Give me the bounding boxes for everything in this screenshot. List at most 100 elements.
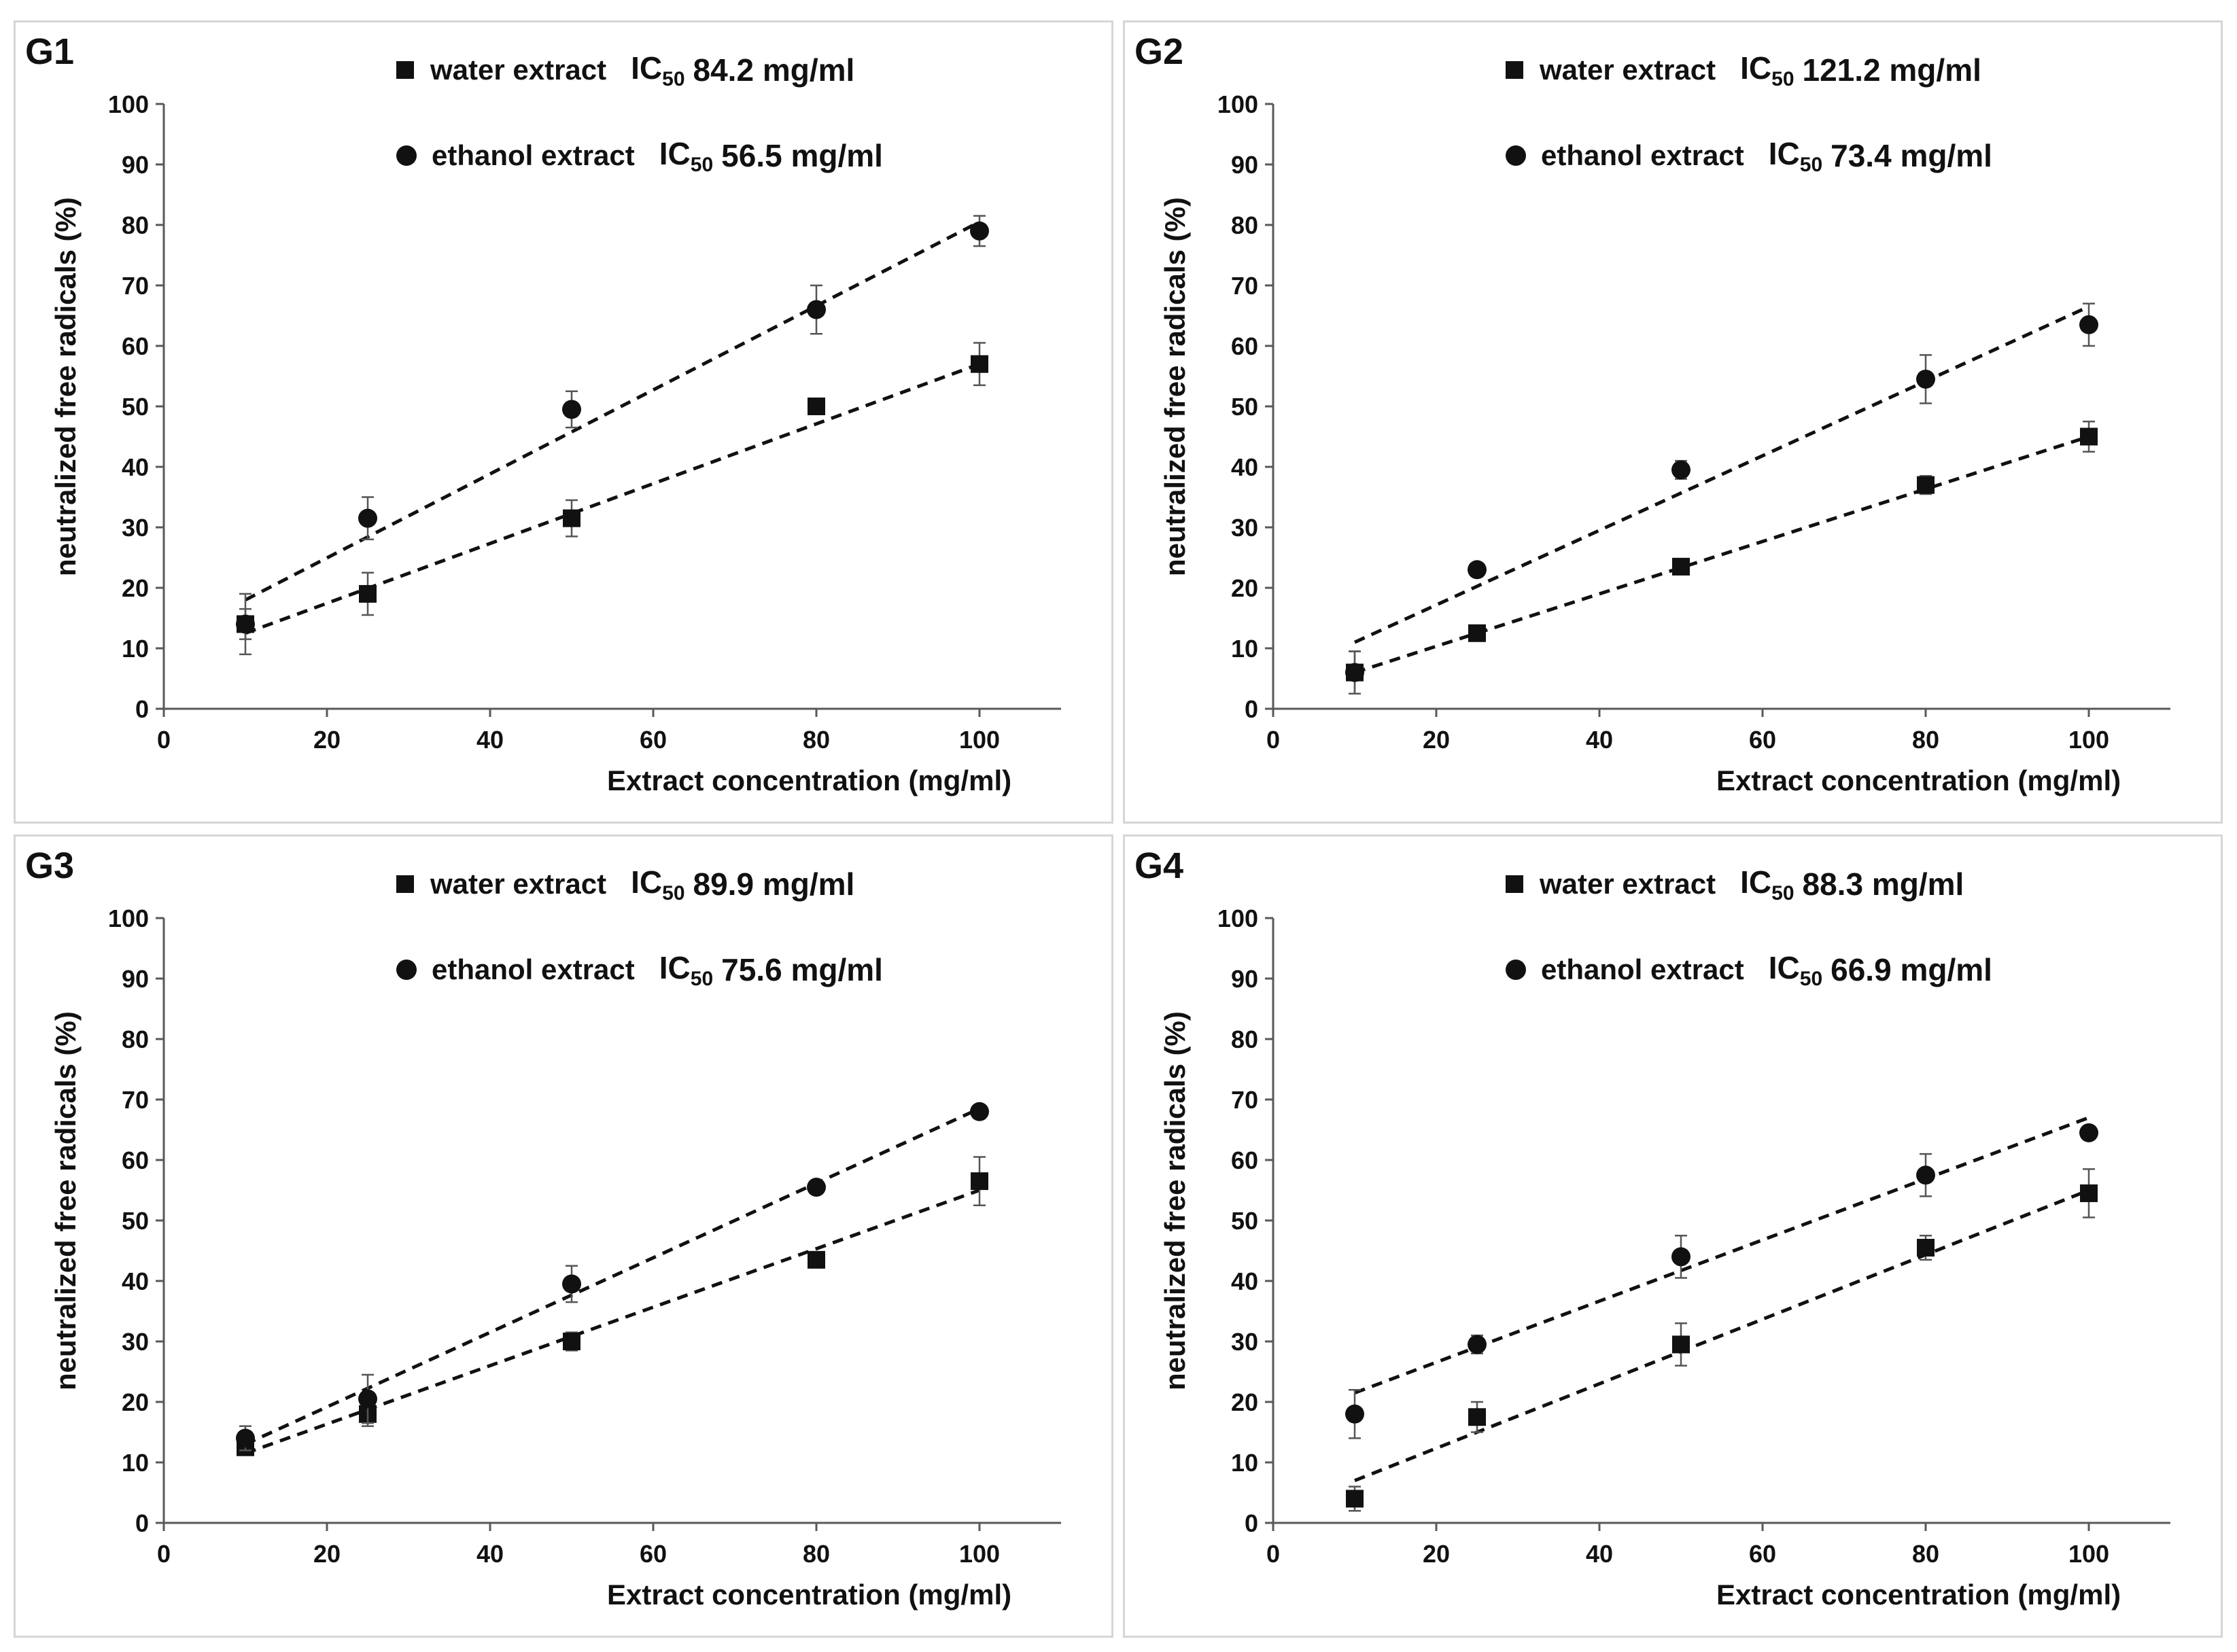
data-point-ethanol bbox=[1916, 1165, 1935, 1185]
legend-ic-label: IC50 bbox=[1740, 50, 1794, 90]
y-tick-label: 0 bbox=[1245, 1509, 1258, 1537]
legend-series-name: ethanol extract bbox=[432, 953, 635, 985]
y-tick-label: 90 bbox=[1231, 965, 1258, 993]
plot-area-g3: 0 10 20 30 40 50 60 70 80 90 100 0 20 40 60 80 100 bbox=[108, 904, 1061, 1568]
y-tick-label: 60 bbox=[122, 1146, 149, 1174]
plot-area-g1: 0 10 20 30 40 50 60 70 80 90 100 0 20 40 60 80 100 bbox=[108, 90, 1061, 754]
x-tick-label: 100 bbox=[2068, 726, 2109, 754]
legend: water extract IC50 88.3 mg/ml ethanol ex… bbox=[1506, 864, 1992, 1005]
x-axis-label: Extract concentration (mg/ml) bbox=[607, 1579, 1012, 1611]
panel-g1: G1 0 10 20 30 40 50 60 70 80 90 100 0 20 40 60 80 100 wa… bbox=[14, 20, 1113, 824]
trendline-water bbox=[1354, 1189, 2089, 1483]
x-tick-label: 80 bbox=[803, 1540, 830, 1568]
legend-ic-label: IC50 bbox=[631, 50, 685, 90]
legend-entry-ethanol: ethanol extract IC50 56.5 mg/ml bbox=[396, 120, 883, 191]
x-tick-label: 20 bbox=[1423, 726, 1450, 754]
data-point-water bbox=[808, 398, 825, 415]
legend-ic-value: 89.9 mg/ml bbox=[693, 866, 855, 902]
data-point-water bbox=[2080, 1184, 2098, 1202]
y-tick-label: 50 bbox=[122, 393, 149, 421]
data-point-water bbox=[1346, 1490, 1364, 1508]
y-axis-label: neutralized free radicals (%) bbox=[50, 197, 82, 576]
panel-g3: G3 0 10 20 30 40 50 60 70 80 90 100 0 20 40 60 80 100 wa… bbox=[14, 834, 1113, 1638]
data-point-ethanol bbox=[562, 1274, 581, 1294]
y-tick-label: 30 bbox=[122, 514, 149, 542]
legend-series-name: ethanol extract bbox=[1541, 953, 1744, 985]
legend-entry-water: water extract IC50 84.2 mg/ml bbox=[396, 50, 883, 90]
data-point-water bbox=[808, 1250, 825, 1269]
legend-ic-value: 75.6 mg/ml bbox=[721, 952, 883, 987]
x-tick-label: 0 bbox=[157, 1540, 171, 1568]
y-tick-label: 20 bbox=[1231, 1388, 1258, 1416]
plot-area-g2: 0 10 20 30 40 50 60 70 80 90 100 0 20 40 60 80 100 bbox=[1217, 90, 2170, 754]
x-tick-label: 0 bbox=[157, 726, 171, 754]
y-tick-label: 100 bbox=[108, 904, 149, 932]
data-point-ethanol bbox=[1468, 560, 1487, 580]
y-tick-label: 60 bbox=[1231, 1146, 1258, 1174]
legend-entry-ethanol: ethanol extract IC50 73.4 mg/ml bbox=[1506, 120, 1992, 191]
data-point-ethanol bbox=[358, 1389, 377, 1409]
x-tick-label: 80 bbox=[803, 726, 830, 754]
data-point-ethanol bbox=[970, 1102, 989, 1121]
y-tick-label: 80 bbox=[122, 211, 149, 239]
y-tick-label: 50 bbox=[1231, 1207, 1258, 1235]
x-tick-label: 100 bbox=[2068, 1540, 2109, 1568]
data-point-ethanol bbox=[807, 300, 826, 319]
y-tick-label: 10 bbox=[1231, 1449, 1258, 1477]
legend-series-name: ethanol extract bbox=[432, 139, 635, 171]
trendline-water bbox=[1354, 435, 2089, 674]
legend: water extract IC50 121.2 mg/ml ethanol e… bbox=[1506, 50, 1992, 191]
y-tick-label: 90 bbox=[122, 965, 149, 993]
trendline-water bbox=[245, 1189, 980, 1456]
legend-series-name: water extract bbox=[430, 868, 607, 900]
panel-title: G3 bbox=[25, 845, 75, 886]
x-tick-label: 20 bbox=[1423, 1540, 1450, 1568]
y-axis-label: neutralized free radicals (%) bbox=[50, 1011, 82, 1390]
legend-series-name: water extract bbox=[1540, 868, 1716, 900]
x-axis-label: Extract concentration (mg/ml) bbox=[1716, 765, 2121, 796]
data-point-ethanol bbox=[236, 614, 255, 634]
y-tick-label: 50 bbox=[1231, 393, 1258, 421]
y-tick-label: 40 bbox=[122, 1267, 149, 1295]
circle-marker-icon bbox=[396, 145, 417, 166]
data-point-water bbox=[2080, 427, 2098, 446]
y-tick-label: 70 bbox=[122, 272, 149, 300]
x-tick-label: 0 bbox=[1266, 1540, 1280, 1568]
data-point-water bbox=[1917, 476, 1935, 494]
data-point-ethanol bbox=[1671, 460, 1690, 480]
x-tick-label: 0 bbox=[1266, 726, 1280, 754]
data-point-water bbox=[971, 355, 988, 373]
data-point-water bbox=[1468, 624, 1486, 642]
x-tick-label: 40 bbox=[476, 726, 504, 754]
y-tick-label: 30 bbox=[122, 1328, 149, 1356]
x-tick-label: 100 bbox=[959, 726, 1000, 754]
y-tick-label: 0 bbox=[1245, 695, 1258, 723]
data-point-water bbox=[359, 584, 377, 603]
panel-title: G4 bbox=[1134, 845, 1184, 886]
square-marker-icon bbox=[396, 875, 414, 893]
legend-entry-water: water extract IC50 121.2 mg/ml bbox=[1506, 50, 1992, 90]
legend-series-name: water extract bbox=[430, 54, 607, 86]
legend-ic-label: IC50 bbox=[1768, 949, 1823, 990]
y-tick-label: 50 bbox=[122, 1207, 149, 1235]
x-tick-label: 100 bbox=[959, 1540, 1000, 1568]
y-tick-label: 70 bbox=[1231, 272, 1258, 300]
trendline-ethanol bbox=[244, 1107, 981, 1446]
y-tick-label: 100 bbox=[108, 90, 149, 118]
trendline-ethanol bbox=[1354, 1116, 2089, 1394]
square-marker-icon bbox=[1506, 61, 1523, 79]
panel-g2: G2 0 10 20 30 40 50 60 70 80 90 100 0 20 40 60 80 100 wa… bbox=[1123, 20, 2223, 824]
x-tick-label: 60 bbox=[1749, 1540, 1776, 1568]
y-tick-label: 0 bbox=[135, 1509, 149, 1537]
legend-ic-label: IC50 bbox=[659, 135, 714, 176]
y-tick-label: 10 bbox=[122, 1449, 149, 1477]
data-point-water bbox=[563, 509, 580, 527]
trendline-ethanol bbox=[244, 220, 981, 602]
y-axis-label: neutralized free radicals (%) bbox=[1159, 1011, 1191, 1390]
x-tick-label: 20 bbox=[313, 726, 341, 754]
data-point-ethanol bbox=[807, 1178, 826, 1197]
y-tick-label: 20 bbox=[1231, 574, 1258, 602]
data-point-ethanol bbox=[1671, 1247, 1690, 1267]
x-axis-label: Extract concentration (mg/ml) bbox=[1716, 1579, 2121, 1611]
